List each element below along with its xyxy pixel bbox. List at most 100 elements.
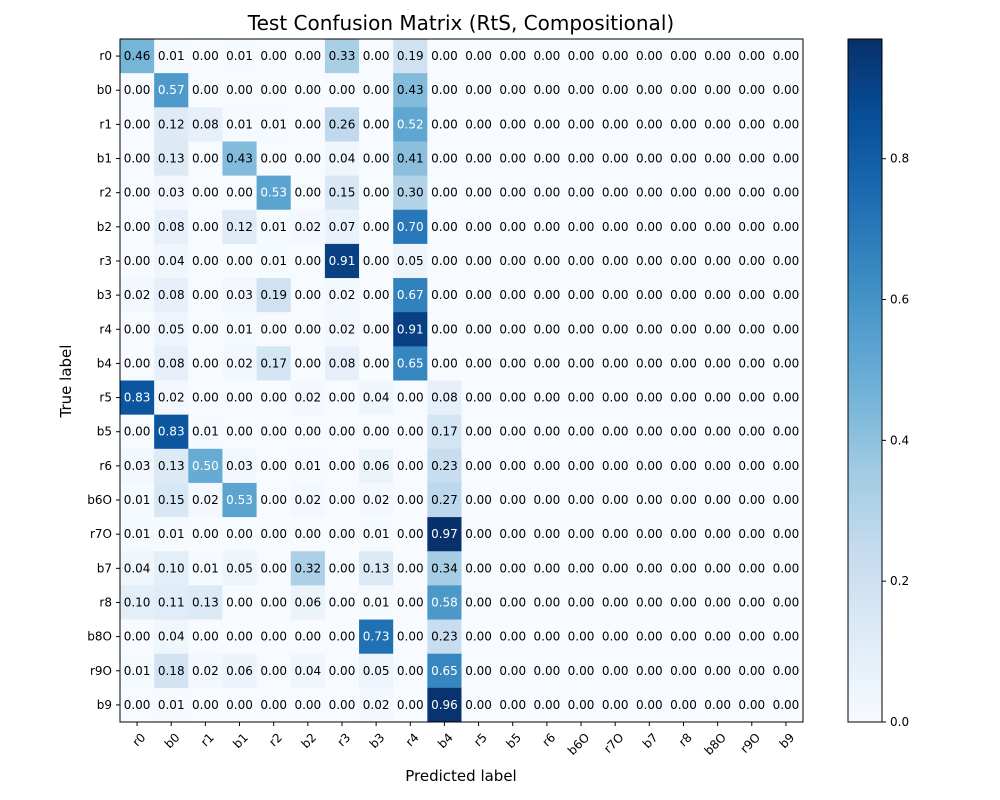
cell-value-label: 0.00 (670, 630, 697, 644)
cell-value-label: 0.00 (738, 49, 765, 63)
heatmap-cell (632, 585, 667, 621)
heatmap-cell (768, 517, 804, 552)
y-tick-label: b2 (97, 220, 112, 234)
heatmap-cell (154, 346, 189, 381)
heatmap-cell (188, 482, 223, 518)
cell-value-label: 0.01 (363, 595, 390, 609)
heatmap-cell (290, 346, 326, 381)
cell-value-label: 0.00 (670, 493, 697, 507)
heatmap-cell (529, 619, 565, 655)
cell-value-label: 0.00 (329, 391, 356, 405)
cell-value-label: 0.00 (192, 49, 219, 63)
heatmap-cell (768, 551, 804, 586)
heatmap-cell (598, 585, 633, 621)
y-tick-label: r7O (90, 527, 112, 541)
heatmap-cell (734, 278, 770, 313)
heatmap-cell (120, 380, 155, 416)
cell-value-label: 0.00 (773, 83, 800, 97)
heatmap-cell (290, 73, 326, 108)
cell-value-label: 0.00 (329, 493, 356, 507)
heatmap-cell (461, 551, 497, 586)
cell-value-label: 0.00 (568, 493, 595, 507)
heatmap-cell (359, 585, 394, 621)
heatmap-cell (256, 243, 292, 279)
plot-frame (119, 38, 804, 723)
heatmap-cell (256, 209, 292, 245)
heatmap-cell (461, 380, 497, 416)
cell-value-label: 0.00 (704, 186, 731, 200)
cell-value-label: 0.00 (192, 152, 219, 166)
cell-value-label: 0.53 (226, 493, 253, 507)
heatmap-cell (427, 687, 462, 723)
heatmap-cell (222, 312, 258, 347)
heatmap-cell (734, 107, 770, 142)
cell-value-label: 0.00 (534, 117, 561, 131)
cell-value-label: 0.33 (329, 49, 356, 63)
cell-value-label: 0.26 (329, 117, 356, 131)
heatmap-cell (188, 551, 223, 586)
heatmap-cell (768, 653, 804, 689)
cell-value-label: 0.00 (465, 186, 492, 200)
cell-value-label: 0.00 (431, 220, 458, 234)
cell-value-label: 0.00 (773, 527, 800, 541)
cell-value-label: 0.00 (226, 83, 253, 97)
cell-value-label: 0.00 (773, 152, 800, 166)
heatmap-cell (324, 585, 360, 621)
cell-value-label: 0.10 (158, 561, 185, 575)
cell-value-label: 0.00 (294, 425, 321, 439)
cell-value-label: 0.00 (704, 356, 731, 370)
cell-value-label: 0.00 (192, 391, 219, 405)
cell-value-label: 0.00 (499, 561, 526, 575)
cell-value-label: 0.91 (329, 254, 356, 268)
cell-value-label: 0.67 (397, 288, 424, 302)
cell-value-label: 0.00 (670, 152, 697, 166)
heatmap-cell (598, 653, 633, 689)
cell-value-label: 0.00 (397, 493, 424, 507)
heatmap-cell (563, 619, 599, 655)
heatmap-cell (666, 312, 702, 347)
heatmap-cell (393, 278, 428, 313)
x-tick-label: r3 (335, 730, 354, 749)
heatmap-cell (222, 346, 258, 381)
heatmap-cell (768, 585, 804, 621)
heatmap-cell (734, 517, 770, 552)
heatmap-cell (529, 175, 565, 211)
heatmap-cell (359, 551, 394, 586)
x-tick-label: b4 (435, 730, 456, 751)
heatmap-cell (495, 243, 531, 279)
cell-value-label: 0.00 (773, 186, 800, 200)
heatmap-cell (632, 243, 667, 279)
cell-value-label: 0.02 (158, 391, 185, 405)
heatmap-cell (222, 209, 258, 245)
heatmap-cell (188, 687, 223, 723)
cell-value-label: 0.00 (534, 254, 561, 268)
heatmap-cell (393, 619, 428, 655)
cell-value-label: 0.00 (738, 254, 765, 268)
heatmap-cell (768, 619, 804, 655)
cell-value-label: 0.97 (431, 527, 458, 541)
heatmap-cell (290, 141, 326, 177)
heatmap-cell (700, 585, 736, 621)
cell-value-label: 0.00 (534, 152, 561, 166)
cell-value-label: 0.00 (568, 561, 595, 575)
heatmap-cell (529, 687, 565, 723)
cell-value-label: 0.02 (294, 493, 321, 507)
heatmap-cell (120, 73, 155, 108)
heatmap-cell (666, 209, 702, 245)
heatmap-cell (324, 209, 360, 245)
cell-value-label: 0.00 (294, 356, 321, 370)
heatmap-cell (427, 243, 462, 279)
cell-value-label: 0.00 (260, 698, 287, 712)
cell-value-label: 0.00 (192, 254, 219, 268)
cell-value-label: 0.00 (465, 698, 492, 712)
cell-value-label: 0.00 (465, 220, 492, 234)
heatmap-cell (427, 585, 462, 621)
heatmap-cell (324, 141, 360, 177)
heatmap-cell (700, 243, 736, 279)
cell-value-label: 0.00 (704, 49, 731, 63)
cell-value-label: 0.00 (670, 186, 697, 200)
heatmap-cell (700, 551, 736, 586)
cell-value-label: 0.00 (260, 83, 287, 97)
cell-value-label: 0.00 (465, 527, 492, 541)
heatmap-cell (563, 653, 599, 689)
